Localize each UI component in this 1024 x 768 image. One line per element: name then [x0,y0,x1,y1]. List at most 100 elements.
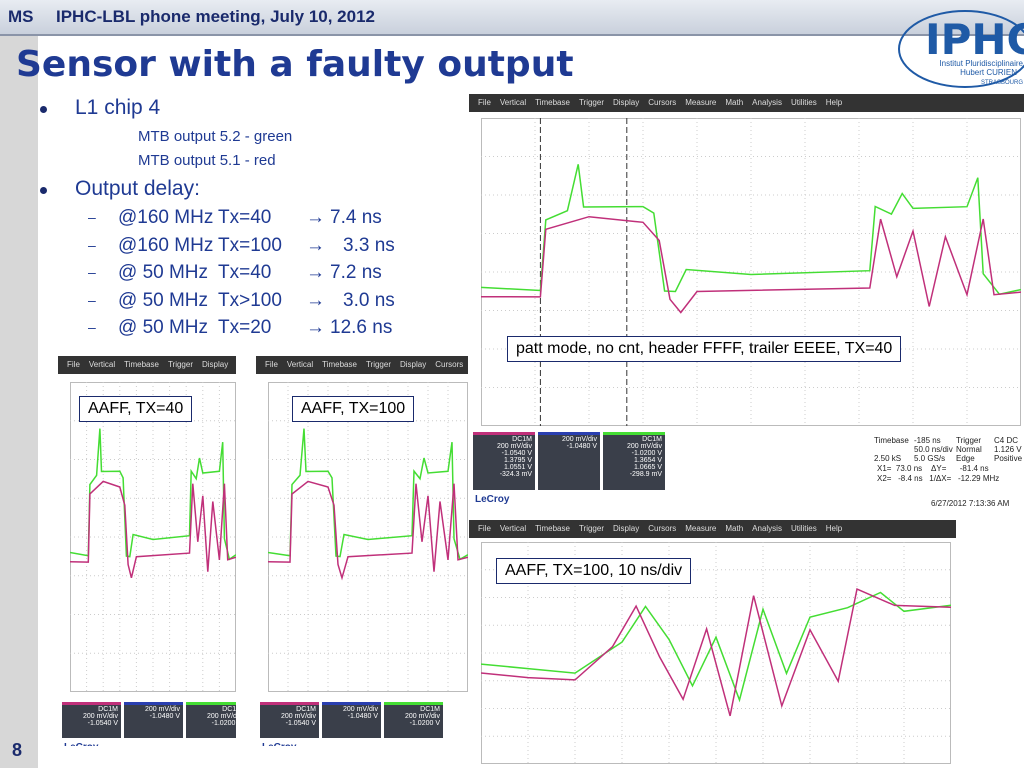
waveform [481,215,1021,314]
delay-part: Tx=40 [218,207,272,228]
logo-ring [898,10,1024,88]
measurement: 1.3654 V [633,457,662,464]
menu-item: Utilities [790,524,817,533]
channel-scale: 200 mV/div [626,443,662,450]
logo-line: STRASBOURG [981,80,1023,86]
scope-grid [70,382,236,692]
menu-item: Timebase [535,98,570,107]
timebase-cell: Trigger [956,436,982,445]
measurement: 1.3795 V [503,457,532,464]
dash: – [88,291,96,308]
bullet: L1 chip 4 [75,96,161,119]
channel-offset: -1.0200 V [409,720,440,727]
channel-coupling: DC1M [420,706,440,713]
timebase-cell: -185 ns [914,436,941,445]
menu-item: Vertical [88,360,116,369]
delay-part: Tx=20 [218,317,272,338]
channel-scale: 200 mV/div [342,706,378,713]
delay-part: @ 50 MHz [118,317,209,338]
delay-part: → [306,317,325,338]
timebase-cell: 5.0 GS/s [914,454,946,463]
channel-scale: 200 mV/div [206,713,236,720]
delay-part: → [306,289,325,311]
channel-offset: -1.0200 V [211,720,236,727]
menu-item: Display [613,98,640,107]
delay-part: 7.2 ns [330,262,382,283]
channel-coupling: DC1M [296,706,316,713]
delay-part: @160 MHz [118,207,214,228]
channel-coupling: DC1M [98,706,118,713]
delay-part: @160 MHz [118,234,214,256]
timebase-cell: 50.0 ns/div [914,445,953,454]
cursor-readout: X1= 73.0 ns ΔY= -81.4 ns [877,464,989,473]
sub-bullet: MTB output 5.2 - green [138,128,293,145]
timebase-cell: Timebase [874,436,909,445]
header-org: MS [8,7,34,26]
menu-item: Cursors [648,98,677,107]
timebase-cell: Positive [994,454,1023,463]
channel-offset: -1.0540 V [285,720,316,727]
measurement: 1.0551 V [503,464,532,471]
timebase-cell: Normal [956,445,982,454]
brand: LeCroy [262,742,296,746]
delay-part: 3.0 ns [343,289,395,311]
scope-grid [268,382,468,692]
scope-menu: FileVerticalTimebaseTriggerDisplayCursor… [58,356,236,374]
channel-coupling: DC1M [222,706,236,713]
logo: IPHC Institut Pluridisciplinaire Hubert … [898,10,1024,88]
menu-item: Measure [685,98,717,107]
logo-line: Institut Pluridisciplinaire [939,59,1023,68]
menu-item: Math [725,524,744,533]
waveform [481,164,1021,296]
channel-scale: 200 mV/div [144,706,180,713]
channel-scale: 200 mV/div [280,713,316,720]
caption: patt mode, no cnt, header FFFF, trailer … [507,336,902,362]
waveform [268,428,468,561]
caption: AAFF, TX=100 [292,396,415,422]
menu-item: Timebase [535,524,570,533]
channel-coupling: DC1M [642,436,662,443]
menu-item: Vertical [286,360,314,369]
menu-item: Vertical [499,524,527,533]
timebase-cell: 1.126 V [994,445,1022,454]
channel-box: 200 mV/div -1.0480 V [124,702,183,738]
header-bar: MS IPHC-LBL phone meeting, July 10, 2012 [0,0,1024,36]
delay-part: 12.6 ns [330,317,393,338]
slide-title: Sensor with a faulty output [16,44,574,85]
channel-offset: -1.0200 V [631,450,662,457]
channel-box: 200 mV/div -1.0480 V [538,432,600,490]
bullet-dot [40,106,47,113]
waveform [481,588,951,717]
timebase-cell: 2.50 kS [874,454,902,463]
menu-item: Trigger [365,360,391,369]
timebase-cell: C4 DC [994,436,1019,445]
measurement: -324.3 mV [499,471,532,478]
scope-grid [481,118,1021,426]
menu-item: Analysis [752,524,782,533]
caption: AAFF, TX=40 [79,396,193,422]
delay-part: @ 50 MHz [118,289,209,311]
channel-scale: 200 mV/div [561,436,597,443]
delay-part: @ 50 MHz [118,262,209,283]
menu-item: File [265,360,278,369]
channel-offset: -1.0480 V [149,713,180,720]
menu-item: Display [613,524,640,533]
menu-item: Trigger [167,360,193,369]
menu-item: File [478,524,491,533]
channel-scale: 200 mV/div [82,713,118,720]
dash: – [88,319,96,335]
bullet-dot [40,187,47,194]
channel-box: DC1M 200 mV/div -1.0200 V 1.3654 V 1.0665 V-… [603,432,665,490]
brand: LeCroy [475,494,510,505]
brand: LeCroy [64,742,98,746]
menu-item: Timebase [124,360,159,369]
scope-screen: File Vertical Timebase Trigger Display Cursor… [469,94,1024,524]
page-number: 8 [12,740,23,760]
waveform [70,480,236,578]
menu-item: Help [825,524,843,533]
